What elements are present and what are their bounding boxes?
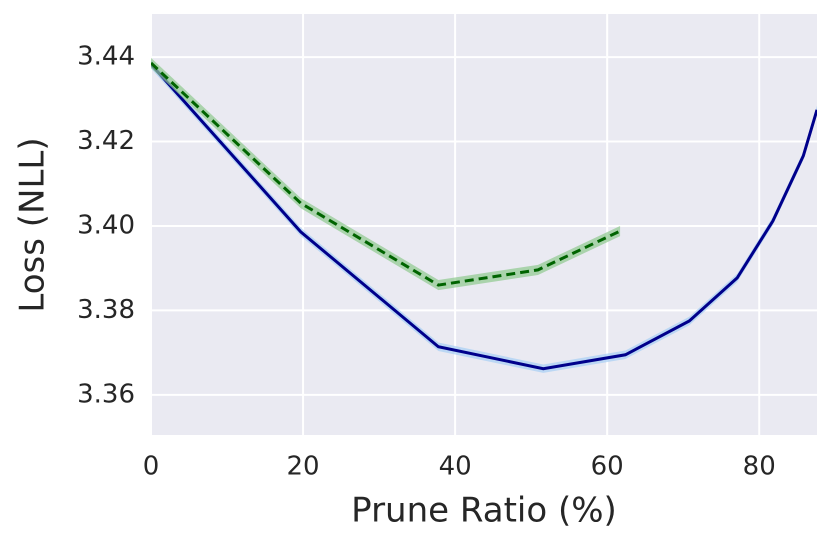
- x-tick-label: 60: [591, 452, 624, 482]
- line: [151, 63, 817, 371]
- x-tick-label: 40: [439, 452, 472, 482]
- line: [151, 61, 621, 287]
- y-tick-label: 3.42: [77, 126, 135, 156]
- x-tick-label: 20: [287, 452, 320, 482]
- error-band: [151, 60, 817, 373]
- x-axis-label: Prune Ratio (%): [351, 491, 617, 531]
- y-tick-label: 3.40: [77, 210, 135, 240]
- x-tick-label: 0: [143, 452, 160, 482]
- y-axis-label: Loss (NLL): [13, 137, 53, 312]
- x-tick-label: 80: [743, 452, 776, 482]
- y-tick-label: 3.38: [77, 295, 135, 325]
- y-tick-label: 3.36: [77, 379, 135, 409]
- plot-area: [151, 14, 817, 435]
- y-tick-label: 3.44: [77, 42, 135, 72]
